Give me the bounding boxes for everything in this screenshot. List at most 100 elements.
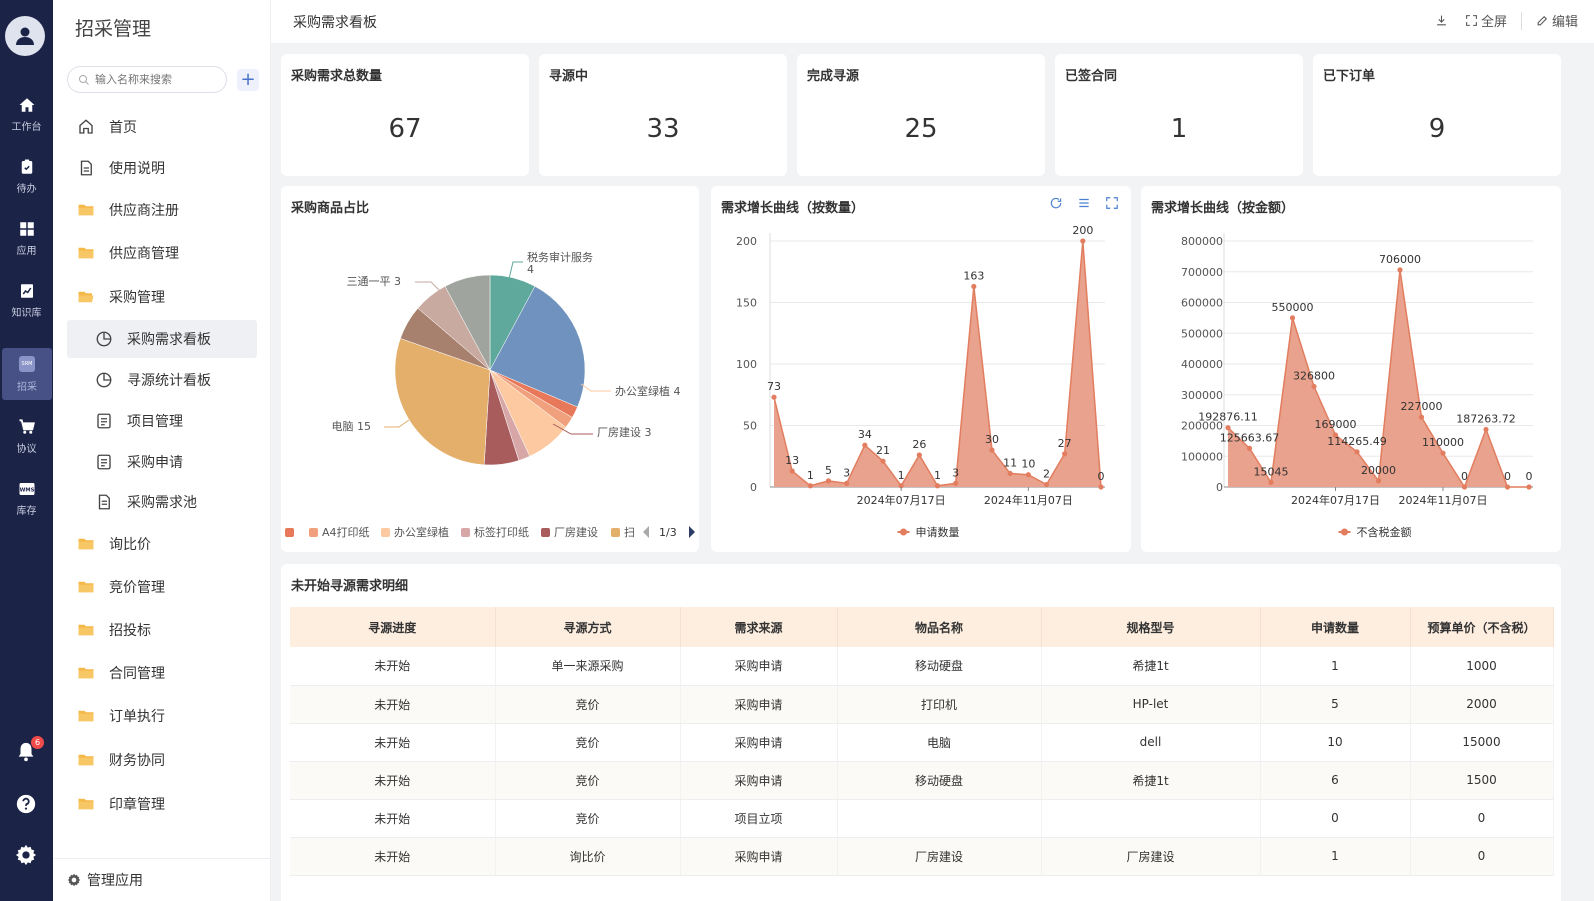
pie-slice[interactable] bbox=[489, 285, 586, 408]
data-point[interactable] bbox=[1332, 432, 1339, 438]
data-point[interactable] bbox=[1007, 470, 1013, 477]
rail-item-agreement[interactable]: 协议 bbox=[0, 410, 53, 462]
table-row[interactable]: 未开始 询比价 采购申请 厂房建设 厂房建设 1 0 bbox=[290, 837, 1554, 876]
legend-marker[interactable] bbox=[900, 528, 907, 536]
menu-item[interactable]: 竞价管理 bbox=[67, 568, 257, 606]
table-column-header[interactable]: 寻源方式 bbox=[495, 607, 681, 647]
data-point[interactable] bbox=[916, 452, 922, 458]
menu-item[interactable]: 寻源统计看板 bbox=[67, 361, 257, 399]
rail-item-workbench[interactable]: 工作台 bbox=[0, 88, 53, 140]
legend-swatch[interactable] bbox=[611, 528, 620, 537]
menu-item[interactable]: 供应商注册 bbox=[67, 191, 257, 229]
legend-item[interactable]: 标签打印纸 bbox=[474, 525, 529, 539]
rail-item-inventory[interactable]: WMS 库存 bbox=[0, 472, 53, 524]
table-column-header[interactable]: 规格型号 bbox=[1041, 607, 1261, 647]
legend-swatch[interactable] bbox=[541, 528, 550, 537]
rail-item-knowledge[interactable]: 知识库 bbox=[0, 274, 53, 326]
data-point[interactable] bbox=[1098, 484, 1104, 490]
avatar[interactable] bbox=[5, 16, 45, 56]
data-point[interactable] bbox=[1504, 484, 1511, 490]
data-point[interactable] bbox=[989, 447, 995, 453]
table-row[interactable]: 未开始 竞价 项目立项 0 0 bbox=[290, 799, 1554, 838]
menu-item[interactable]: 合同管理 bbox=[67, 654, 257, 692]
help-button[interactable] bbox=[14, 792, 38, 816]
table-row[interactable]: 未开始 竞价 采购申请 打印机 HP-let 5 2000 bbox=[290, 685, 1554, 724]
legend-item[interactable]: 厂房建设 bbox=[554, 525, 598, 539]
table-column-header[interactable]: 需求来源 bbox=[680, 607, 838, 647]
table-row[interactable]: 未开始 竞价 采购申请 移动硬盘 希捷1t 6 1500 bbox=[290, 761, 1554, 800]
rail-item-apps[interactable]: 应用 bbox=[0, 212, 53, 264]
pie-slice[interactable] bbox=[444, 274, 491, 371]
data-point[interactable] bbox=[1354, 449, 1360, 455]
download-button[interactable] bbox=[1435, 14, 1451, 27]
menu-item[interactable]: 招投标 bbox=[67, 611, 257, 649]
table-column-header[interactable]: 预算单价（不含税） bbox=[1410, 607, 1554, 647]
table-row[interactable]: 未开始 竞价 采购申请 电脑 dell 10 15000 bbox=[290, 723, 1554, 762]
data-view-icon[interactable] bbox=[1077, 196, 1091, 210]
data-point[interactable] bbox=[880, 458, 886, 464]
data-point[interactable] bbox=[1461, 484, 1468, 490]
table-column-header[interactable]: 寻源进度 bbox=[290, 607, 496, 647]
data-point[interactable] bbox=[1289, 315, 1296, 321]
menu-item[interactable]: 采购需求看板 bbox=[67, 320, 257, 358]
data-point[interactable] bbox=[934, 483, 941, 489]
data-point[interactable] bbox=[1062, 451, 1068, 457]
data-point[interactable] bbox=[1526, 484, 1532, 490]
menu-item[interactable]: 印章管理 bbox=[67, 785, 257, 823]
data-point[interactable] bbox=[1080, 238, 1086, 244]
legend-next-icon[interactable] bbox=[689, 526, 695, 538]
table-column-header[interactable]: 申请数量 bbox=[1260, 607, 1411, 647]
data-point[interactable] bbox=[1418, 414, 1425, 420]
menu-item[interactable]: 采购需求池 bbox=[67, 483, 257, 521]
fullscreen-icon[interactable] bbox=[1105, 196, 1119, 210]
data-point[interactable] bbox=[1225, 425, 1231, 431]
menu-item[interactable]: 供应商管理 bbox=[67, 234, 257, 272]
refresh-icon[interactable] bbox=[1049, 196, 1063, 210]
legend-marker[interactable] bbox=[1341, 528, 1348, 536]
data-point[interactable] bbox=[1397, 267, 1403, 273]
menu-item[interactable]: 订单执行 bbox=[67, 697, 257, 735]
legend-prev-icon[interactable] bbox=[643, 526, 649, 538]
legend-item[interactable]: 办公室绿植 bbox=[394, 525, 449, 539]
settings-button[interactable] bbox=[14, 843, 38, 867]
menu-item[interactable]: 使用说明 bbox=[67, 149, 257, 187]
table-row[interactable]: 未开始 单一来源采购 采购申请 移动硬盘 希捷1t 1 1000 bbox=[290, 647, 1554, 686]
fullscreen-button[interactable]: 全屏 bbox=[1465, 11, 1507, 30]
search-input[interactable] bbox=[95, 73, 215, 86]
data-point[interactable] bbox=[825, 478, 832, 484]
menu-item[interactable]: 财务协同 bbox=[67, 741, 257, 779]
data-point[interactable] bbox=[844, 480, 850, 486]
menu-item[interactable]: 首页 bbox=[67, 108, 257, 146]
legend-item[interactable]: A4打印纸 bbox=[322, 525, 370, 539]
data-point[interactable] bbox=[1311, 383, 1317, 390]
pie-slice[interactable] bbox=[394, 338, 491, 466]
data-point[interactable] bbox=[789, 468, 795, 474]
manage-apps-button[interactable]: 管理应用 bbox=[53, 858, 271, 901]
legend-swatch[interactable] bbox=[461, 528, 470, 537]
data-point[interactable] bbox=[898, 483, 904, 489]
rail-item-procurement[interactable]: SRM 招采 bbox=[2, 348, 52, 400]
legend-swatch[interactable] bbox=[381, 528, 390, 537]
table-column-header[interactable]: 物品名称 bbox=[837, 607, 1042, 647]
legend-item[interactable]: 申请数量 bbox=[916, 526, 960, 539]
data-point[interactable] bbox=[1268, 479, 1274, 485]
menu-item[interactable]: 采购管理 bbox=[67, 278, 257, 316]
data-point[interactable] bbox=[953, 480, 959, 486]
data-point[interactable] bbox=[1375, 478, 1382, 484]
menu-item[interactable]: 询比价 bbox=[67, 525, 257, 563]
legend-swatch[interactable] bbox=[285, 528, 294, 537]
notification-button[interactable]: 6 bbox=[14, 736, 44, 764]
rail-item-todo[interactable]: 待办 bbox=[0, 150, 53, 202]
add-button[interactable]: + bbox=[237, 69, 259, 91]
legend-swatch[interactable] bbox=[309, 528, 318, 537]
menu-item[interactable]: 采购申请 bbox=[67, 443, 257, 481]
data-point[interactable] bbox=[1246, 445, 1253, 451]
data-point[interactable] bbox=[1440, 450, 1446, 456]
data-point[interactable] bbox=[1483, 426, 1489, 433]
data-point[interactable] bbox=[862, 442, 868, 448]
menu-item[interactable]: 项目管理 bbox=[67, 402, 257, 440]
data-point[interactable] bbox=[807, 483, 813, 489]
data-point[interactable] bbox=[1043, 481, 1050, 488]
data-point[interactable] bbox=[771, 394, 777, 400]
legend-item[interactable]: 扫 bbox=[624, 526, 635, 539]
